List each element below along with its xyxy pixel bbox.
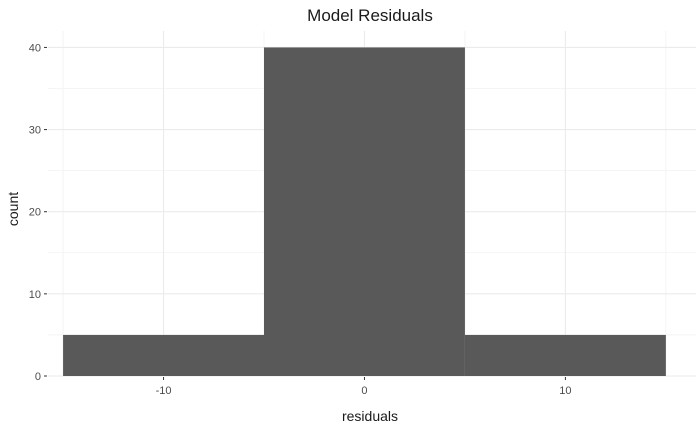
x-axis-title: residuals [342, 408, 398, 424]
x-axis: -10 0 10 [156, 377, 572, 397]
histogram-bar-3 [464, 334, 666, 376]
x-tick-label: 10 [559, 385, 571, 397]
y-tick-label: 40 [29, 42, 41, 54]
y-tick-label: 30 [29, 125, 41, 137]
y-tick-label: 0 [35, 371, 41, 383]
histogram-bar-2 [264, 47, 465, 377]
y-axis: 0 10 20 30 40 [29, 42, 47, 383]
histogram-bars [63, 47, 666, 377]
histogram-bar-1 [63, 334, 265, 376]
chart-title: Model Residuals [307, 6, 433, 25]
x-tick-label: -10 [156, 385, 172, 397]
y-axis-title: count [5, 192, 21, 226]
x-tick-label: 0 [361, 385, 367, 397]
y-tick-label: 20 [29, 207, 41, 219]
y-tick-label: 10 [29, 289, 41, 301]
